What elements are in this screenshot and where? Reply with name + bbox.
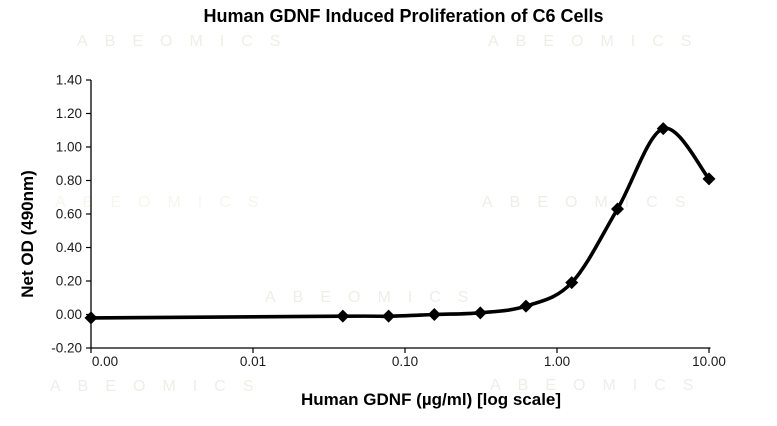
data-point-marker (427, 308, 441, 321)
data-point-marker (382, 309, 396, 323)
data-point-marker (610, 202, 624, 216)
watermark: ABEOMICS (265, 289, 486, 306)
data-point-marker (336, 309, 350, 323)
x-tick-label: 0.10 (392, 354, 418, 369)
watermark: ABEOMICS (55, 194, 276, 211)
x-tick-label: 10.00 (692, 354, 726, 369)
watermark: ABEOMICS (77, 33, 298, 50)
x-tick-label: 1.00 (544, 354, 570, 369)
y-tick-label: 0.60 (56, 207, 82, 222)
y-tick-label: 1.00 (56, 140, 82, 155)
y-tick-label: 1.20 (56, 106, 82, 121)
data-point-marker (519, 299, 533, 313)
data-point-marker (656, 122, 670, 136)
watermark: ABEOMICS (482, 194, 703, 211)
data-series-line (89, 126, 711, 320)
x-axis-title: Human GDNF (µg/ml) [log scale] (300, 390, 562, 409)
y-tick-label: 1.40 (56, 73, 82, 88)
y-tick-label: 0.20 (56, 274, 82, 289)
y-tick-label: -0.20 (51, 341, 82, 356)
chart-title: Human GDNF Induced Proliferation of C6 C… (203, 6, 604, 26)
data-point-marker (84, 311, 98, 325)
data-point-marker (473, 306, 487, 320)
watermark: ABEOMICS (490, 377, 711, 394)
y-axis-title: Net OD (490nm) (18, 170, 37, 298)
x-tick-label: 0.00 (92, 354, 118, 369)
y-tick-label: 0.80 (56, 173, 82, 188)
data-point-marker (565, 276, 579, 290)
watermark: ABEOMICS (50, 378, 271, 395)
watermark: ABEOMICS (488, 33, 709, 50)
y-tick-label: 0.40 (56, 240, 82, 255)
y-tick-label: 0.00 (56, 307, 82, 322)
x-tick-label: 0.01 (240, 354, 266, 369)
data-point-marker (702, 172, 716, 186)
